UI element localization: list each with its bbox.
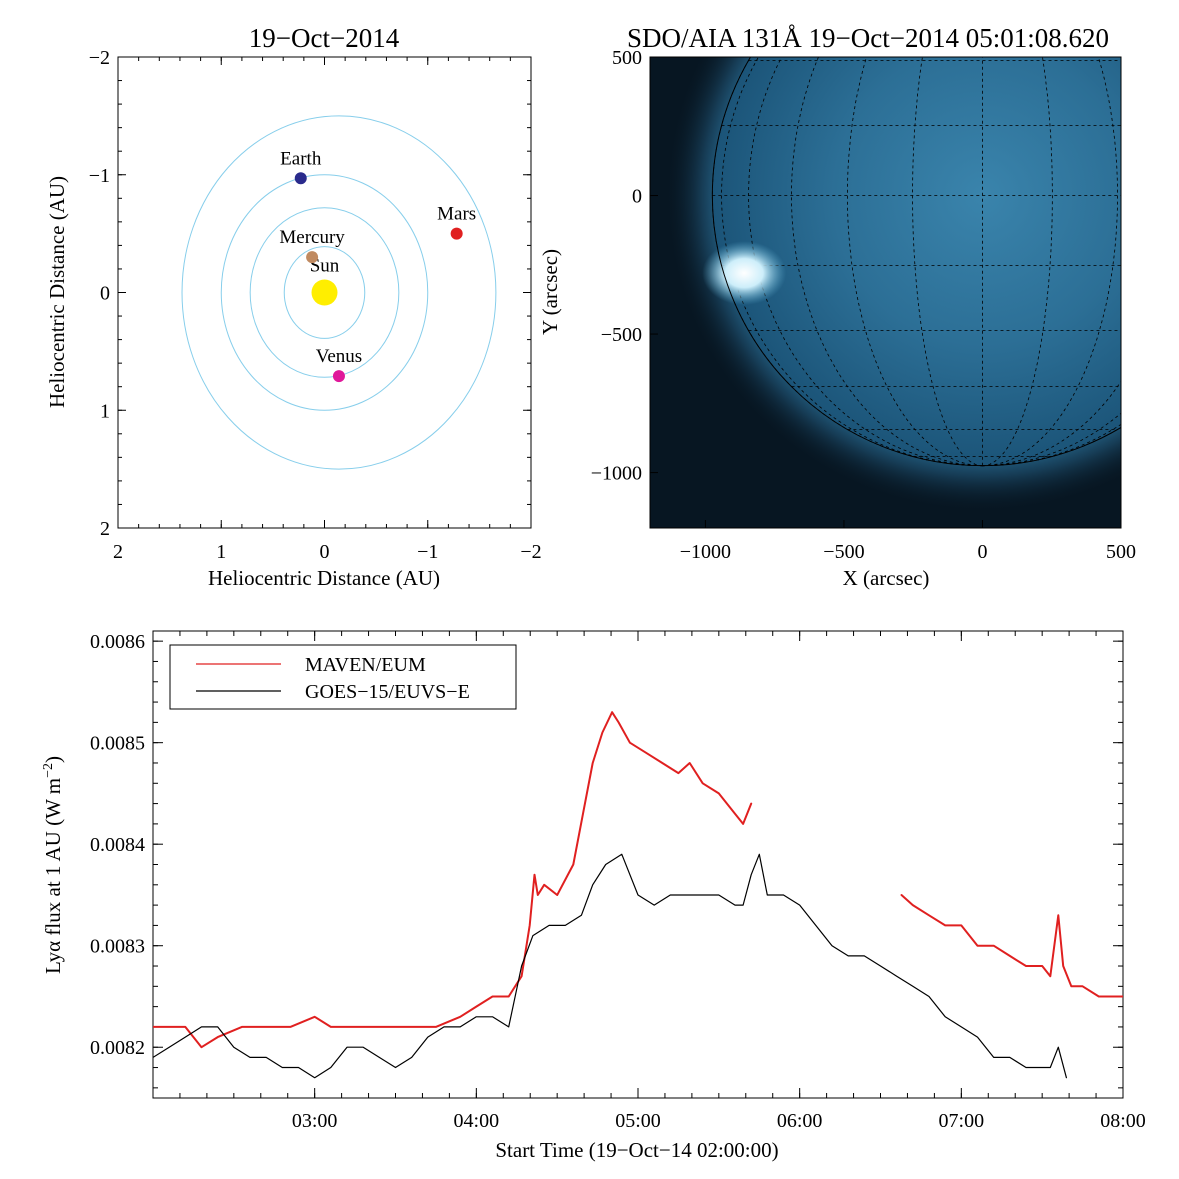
planet-mars-marker xyxy=(450,227,463,240)
lya-y-tick-label: 0.0084 xyxy=(90,834,145,856)
lya-x-axis-label: Start Time (19−Oct−14 02:00:00) xyxy=(495,1138,778,1162)
orbit-x-tick-label: −1 xyxy=(417,541,438,563)
sdo-y-tick-label: 0 xyxy=(632,186,642,208)
planet-venus-label: Venus xyxy=(316,346,362,367)
orbit-x-tick-label: −2 xyxy=(520,541,541,563)
sdo-x-axis-label: X (arcsec) xyxy=(843,566,930,590)
sdo-title: SDO/AIA 131Å 19−Oct−2014 05:01:08.620 xyxy=(627,23,1109,53)
sdo-y-tick-labels: 500 0 −500 −1000 xyxy=(591,47,642,485)
sdo-x-tick-label: 0 xyxy=(977,541,987,563)
lya-x-tick-label: 08:00 xyxy=(1100,1110,1146,1132)
sdo-x-tick-label: 500 xyxy=(1106,541,1136,563)
legend: MAVEN/EUM GOES−15/EUVS−E xyxy=(169,644,517,710)
legend-label-goes: GOES−15/EUVS−E xyxy=(305,681,470,703)
planet-sun-label: Sun xyxy=(310,256,340,277)
orbit-y-tick-label: 2 xyxy=(100,518,110,540)
longitude-line xyxy=(912,57,983,467)
orbit-y-tick-label: 0 xyxy=(100,283,110,305)
lya-x-tick-labels: 03:00 04:00 05:00 06:00 07:00 08:00 xyxy=(292,1110,1146,1132)
longitude-line xyxy=(791,57,983,467)
planet-venus-marker xyxy=(332,370,345,383)
orbit-mercury xyxy=(283,246,366,339)
series-goes-15-euvs-e-segment-0 xyxy=(153,853,1068,1079)
sdo-x-tick-label: −1000 xyxy=(680,541,731,563)
orbit-x-tick-label: 2 xyxy=(113,541,123,563)
legend-box xyxy=(169,644,517,710)
orbit-y-tick-label: −1 xyxy=(89,165,110,187)
orbit-x-tick-label: 0 xyxy=(320,541,330,563)
lya-y-tick-label: 0.0083 xyxy=(90,936,145,958)
sdo-axis-ticks xyxy=(650,56,1122,528)
sdo-panel: SDO/AIA 131Å 19−Oct−2014 05:01:08.620 −1… xyxy=(538,23,1136,590)
orbit-title: 19−Oct−2014 xyxy=(249,23,400,53)
series-maven-eum-segment-1 xyxy=(900,894,1123,998)
series-maven-eum-segment-0 xyxy=(153,711,753,1049)
planet-earth-marker xyxy=(294,172,307,185)
longitude-line xyxy=(982,380,1121,467)
orbit-rings xyxy=(181,115,497,470)
planet-mercury-label: Mercury xyxy=(279,227,345,248)
lya-x-tick-label: 06:00 xyxy=(777,1110,823,1132)
lya-y-tick-label: 0.0082 xyxy=(90,1037,145,1059)
sdo-x-tick-label: −500 xyxy=(823,541,864,563)
lya-x-tick-label: 03:00 xyxy=(292,1110,338,1132)
longitude-line xyxy=(748,57,983,467)
lya-axis-ticks xyxy=(152,631,1124,1098)
orbit-axis-ticks xyxy=(117,56,532,529)
flare-region xyxy=(702,241,787,306)
lya-series xyxy=(153,711,1123,1079)
planet-sun-marker xyxy=(311,279,338,306)
longitude-line xyxy=(982,57,1053,467)
orbit-y-tick-label: 1 xyxy=(100,400,110,422)
lya-x-tick-label: 07:00 xyxy=(939,1110,985,1132)
orbit-earth xyxy=(220,174,429,411)
solar-limb xyxy=(711,57,1121,467)
solar-disk xyxy=(712,57,1121,466)
orbit-y-axis-label: Heliocentric Distance (AU) xyxy=(45,176,69,408)
lya-y-axis-label-main: Lyα flux at 1 AU (W m xyxy=(41,778,65,974)
orbit-x-tick-labels: 2 1 0 −1 −2 xyxy=(113,541,542,563)
planet-earth-label: Earth xyxy=(280,148,322,169)
longitude-line xyxy=(846,57,983,467)
heliographic-grid xyxy=(711,57,1121,467)
lya-x-tick-label: 05:00 xyxy=(615,1110,661,1132)
lya-y-axis-label: Lyα flux at 1 AU (W m−2) xyxy=(41,756,65,974)
planet-mercury-marker xyxy=(306,251,319,264)
sdo-y-tick-label: 500 xyxy=(612,47,642,69)
orbit-y-tick-label: −2 xyxy=(89,47,110,69)
orbit-venus xyxy=(249,207,400,378)
lya-x-tick-label: 04:00 xyxy=(454,1110,500,1132)
lya-y-tick-label: 0.0086 xyxy=(90,631,145,653)
sdo-x-tick-labels: −1000 −500 0 500 xyxy=(680,541,1136,563)
orbit-mars xyxy=(181,115,497,470)
longitude-line xyxy=(982,57,1118,467)
planets: Sun Mercury Venus Earth Mars xyxy=(279,148,476,383)
orbit-panel: 19−Oct−2014 2 1 0 −1 −2 −2 −1 0 1 2 Sun Mercury Ve… xyxy=(45,23,542,590)
sdo-plot-frame xyxy=(649,56,1122,529)
sdo-y-tick-label: −500 xyxy=(601,324,642,346)
sdo-y-tick-label: −1000 xyxy=(591,463,642,485)
lya-y-axis-label-exponent: −2 xyxy=(41,763,56,778)
orbit-x-tick-label: 1 xyxy=(216,541,226,563)
sdo-image xyxy=(650,57,1121,528)
lya-y-tick-labels: 0.0082 0.0083 0.0084 0.0085 0.0086 xyxy=(90,631,145,1059)
orbit-y-tick-labels: −2 −1 0 1 2 xyxy=(89,47,110,540)
lya-panel: 03:00 04:00 05:00 06:00 07:00 08:00 0.00820.0… xyxy=(41,630,1146,1162)
sdo-y-axis-label: Y (arcsec) xyxy=(538,249,562,335)
lya-y-tick-label: 0.0085 xyxy=(90,733,145,755)
legend-label-maven: MAVEN/EUM xyxy=(305,654,426,676)
planet-mars-label: Mars xyxy=(437,204,476,225)
orbit-x-axis-label: Heliocentric Distance (AU) xyxy=(208,566,440,590)
lya-y-axis-label-close: ) xyxy=(41,756,65,763)
